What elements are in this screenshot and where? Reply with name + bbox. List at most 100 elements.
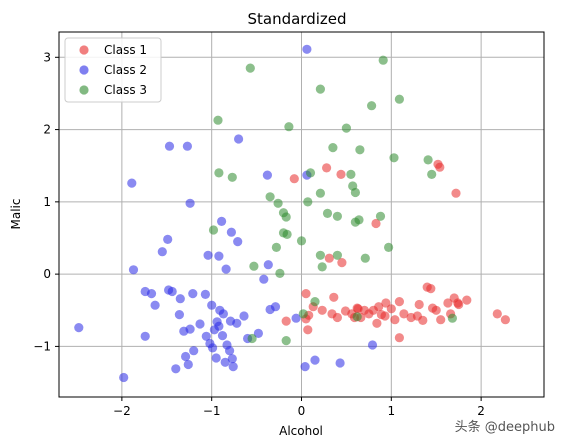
- watermark-text: 头条 @deephub: [454, 420, 555, 435]
- data-point: [394, 94, 404, 104]
- data-point: [296, 236, 307, 246]
- data-point: [213, 115, 223, 125]
- data-point: [324, 253, 334, 263]
- data-point: [212, 317, 222, 327]
- data-point: [384, 242, 394, 252]
- data-point: [221, 264, 231, 274]
- x-tick-label: 1: [387, 404, 395, 418]
- legend-label: Class 1: [104, 43, 147, 57]
- data-point: [336, 169, 346, 179]
- series-3: [208, 55, 457, 346]
- data-point: [201, 331, 211, 341]
- data-point: [207, 300, 217, 310]
- data-point: [226, 227, 236, 237]
- data-point: [431, 305, 441, 315]
- data-point: [451, 188, 461, 198]
- data-point: [163, 234, 173, 244]
- data-point: [303, 325, 313, 335]
- y-tick-label: 1: [43, 195, 51, 209]
- data-point: [360, 253, 370, 263]
- data-point: [350, 217, 360, 227]
- data-point: [262, 170, 272, 180]
- data-point: [435, 162, 445, 172]
- data-point: [150, 300, 160, 310]
- data-point: [310, 355, 320, 365]
- data-point: [389, 153, 399, 163]
- data-point: [355, 145, 365, 155]
- chart-title: Standardized: [247, 10, 346, 28]
- grid: [59, 32, 544, 397]
- axis-ticks: −2 −1 0 1 2 −1 0 1 2 3: [33, 50, 485, 418]
- data-point: [271, 242, 281, 252]
- data-point: [310, 297, 320, 307]
- data-point: [247, 333, 257, 344]
- data-point: [239, 311, 249, 321]
- data-point: [284, 122, 294, 132]
- data-point: [302, 44, 312, 54]
- data-point: [220, 357, 230, 367]
- data-point: [352, 312, 362, 322]
- data-points: [74, 44, 510, 383]
- data-point: [447, 313, 457, 323]
- data-point: [203, 250, 213, 260]
- data-point: [208, 343, 218, 353]
- data-point: [175, 294, 185, 304]
- data-point: [183, 359, 193, 370]
- y-tick-label: −1: [33, 339, 51, 353]
- data-point: [332, 211, 342, 221]
- x-tick-label: −1: [203, 404, 221, 418]
- legend-label: Class 3: [104, 83, 147, 97]
- data-point: [127, 178, 137, 188]
- data-point: [462, 295, 472, 305]
- data-point: [214, 251, 224, 261]
- data-point: [234, 134, 244, 144]
- data-point: [146, 289, 157, 299]
- data-point: [317, 262, 327, 272]
- data-point: [128, 265, 139, 275]
- data-point: [74, 323, 84, 333]
- data-point: [372, 318, 382, 328]
- data-point: [337, 258, 347, 268]
- legend-label: Class 2: [104, 63, 147, 77]
- y-axis-label: Malic: [9, 199, 23, 230]
- data-point: [300, 362, 310, 372]
- data-point: [181, 351, 191, 362]
- data-point: [157, 247, 167, 257]
- data-point: [233, 237, 243, 247]
- data-point: [305, 168, 316, 178]
- data-point: [315, 84, 325, 94]
- data-point: [167, 286, 177, 297]
- data-point: [399, 309, 409, 319]
- data-point: [418, 315, 428, 325]
- data-point: [208, 225, 219, 235]
- x-tick-label: 2: [477, 404, 485, 418]
- data-point: [281, 336, 291, 346]
- legend-marker: [79, 65, 89, 75]
- data-point: [273, 198, 283, 208]
- data-point: [253, 328, 263, 338]
- data-point: [378, 55, 388, 65]
- data-point: [263, 260, 273, 270]
- data-point: [390, 315, 400, 325]
- data-point: [423, 155, 433, 165]
- data-point: [282, 229, 292, 239]
- data-point: [171, 364, 181, 374]
- data-point: [332, 312, 342, 323]
- series-2: [74, 44, 378, 383]
- data-point: [275, 268, 285, 278]
- data-point: [217, 216, 227, 226]
- data-point: [301, 289, 311, 299]
- data-point: [291, 313, 301, 323]
- data-point: [328, 143, 338, 153]
- data-point: [281, 212, 291, 222]
- y-tick-label: 3: [43, 50, 51, 64]
- data-point: [427, 169, 437, 179]
- data-point: [371, 218, 381, 229]
- data-point: [140, 331, 150, 341]
- data-point: [335, 358, 345, 368]
- data-point: [249, 261, 259, 271]
- data-point: [259, 274, 269, 284]
- data-point: [414, 299, 424, 310]
- legend-marker: [79, 85, 89, 95]
